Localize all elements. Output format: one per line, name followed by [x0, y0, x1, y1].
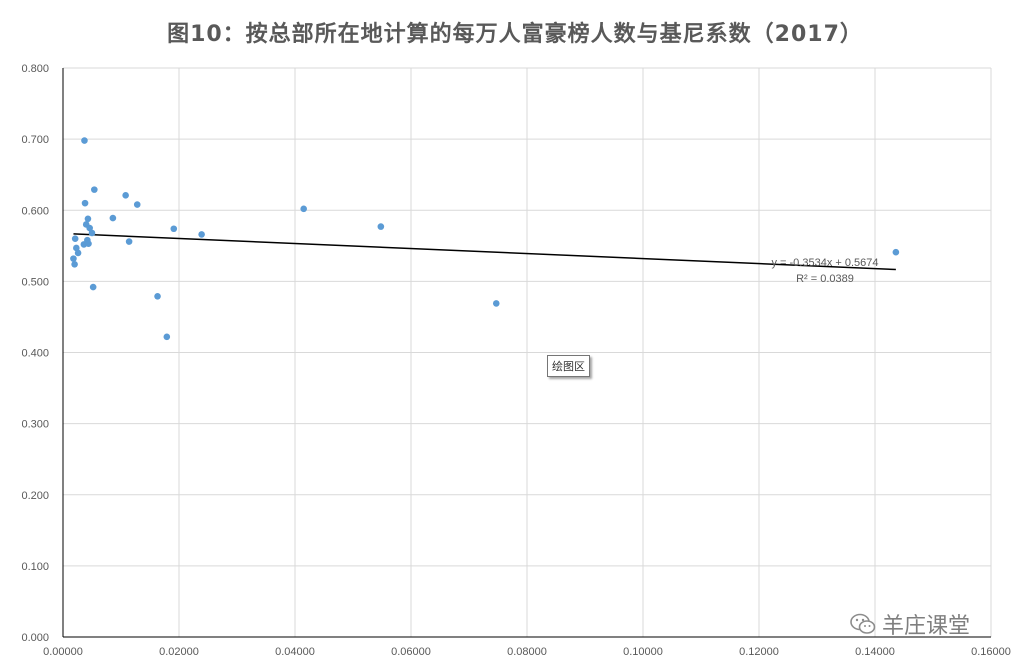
trendline-equation: y = -0.3534x + 0.5674 [771, 257, 878, 269]
plot-area-tooltip: 绘图区 [547, 355, 590, 377]
data-point [86, 224, 93, 232]
y-tick-label: 0.500 [21, 276, 49, 288]
data-point [88, 229, 96, 237]
x-tick-label: 0.14000 [855, 646, 895, 658]
data-point [81, 199, 89, 207]
data-point [85, 240, 92, 247]
gridlines [63, 67, 992, 637]
data-point [81, 137, 88, 144]
tick-labels: 0.000 0.100 0.200 0.300 0.400 0.500 0.600 0.700… [21, 63, 1010, 658]
trendline-labels: y = -0.3534x + 0.5674 R² = 0.0389 [771, 257, 878, 285]
chart-title: 图10：按总部所在地计算的每万人富豪榜人数与基尼系数（2017） [167, 22, 863, 47]
x-tick-label: 0.02000 [159, 646, 199, 658]
data-point [163, 333, 171, 341]
y-tick-label: 0.200 [21, 490, 49, 502]
data-point [198, 231, 205, 238]
y-tick-label: 0.400 [21, 348, 49, 360]
x-tick-label: 0.16000 [971, 646, 1011, 658]
y-tick-label: 0.300 [21, 419, 49, 431]
y-tick-label: 0.800 [21, 63, 49, 75]
trendline [73, 233, 896, 271]
data-point [91, 186, 98, 193]
x-tick-label: 0.10000 [623, 646, 663, 658]
x-tick-label: 0.06000 [391, 646, 431, 658]
data-point [70, 255, 77, 262]
data-points [70, 137, 900, 341]
x-tick-label: 0.00000 [43, 646, 83, 658]
x-tick-label: 0.04000 [275, 646, 315, 658]
watermark: 羊庄课堂 [850, 608, 970, 640]
y-tick-label: 0.700 [21, 134, 49, 146]
data-point [300, 205, 308, 213]
y-tick-label: 0.000 [21, 632, 49, 644]
data-point [71, 235, 79, 242]
axes [62, 68, 991, 638]
data-point [154, 293, 161, 300]
wechat-icon [850, 613, 876, 634]
y-tick-label: 0.100 [21, 561, 49, 573]
data-point [122, 192, 129, 199]
data-point [84, 215, 92, 223]
data-point [125, 238, 133, 245]
data-point [892, 248, 900, 256]
data-point [89, 283, 97, 291]
data-point [109, 214, 117, 222]
x-tick-label: 0.12000 [739, 646, 779, 658]
watermark-text: 羊庄课堂 [882, 614, 971, 639]
data-point [170, 225, 178, 233]
data-point [492, 300, 500, 307]
data-point [71, 261, 78, 268]
y-tick-label: 0.600 [21, 205, 49, 217]
trendline-group [73, 233, 896, 271]
trendline-r-squared: R² = 0.0389 [796, 273, 854, 285]
data-point [133, 201, 141, 208]
data-point [73, 244, 80, 252]
data-point [377, 223, 385, 230]
data-point [74, 249, 82, 257]
x-tick-label: 0.08000 [507, 646, 547, 658]
